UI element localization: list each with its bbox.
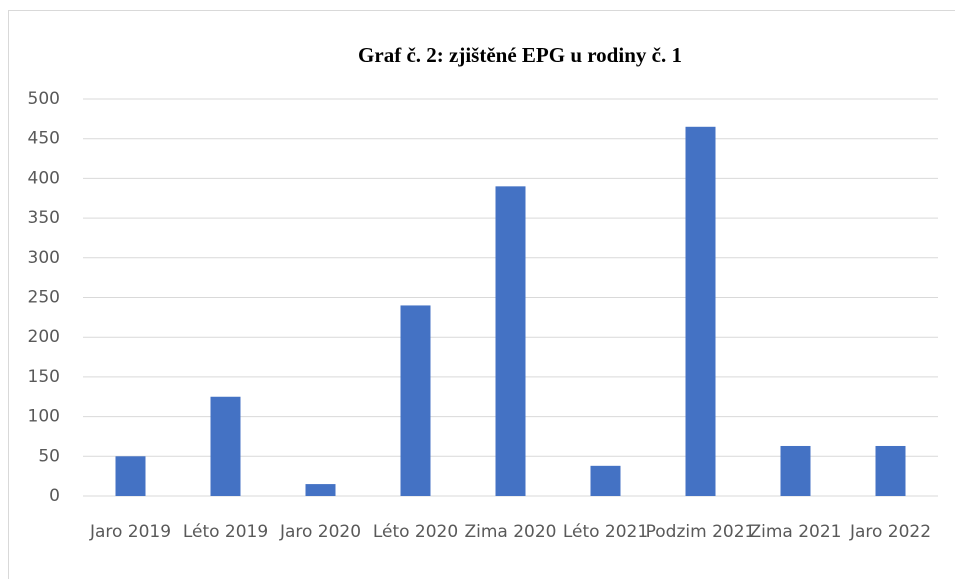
- bar: [590, 465, 621, 496]
- x-tick-label: Zima 2020: [464, 522, 556, 542]
- y-tick-label: 400: [28, 168, 60, 188]
- bar: [305, 484, 336, 496]
- y-tick-label: 150: [28, 367, 60, 387]
- chart-title: Graf č. 2: zjištěné EPG u rodiny č. 1: [358, 43, 682, 67]
- x-tick-label: Podzim 2021: [646, 522, 756, 542]
- bar: [210, 396, 241, 496]
- x-tick-label: Léto 2021: [563, 522, 648, 542]
- y-tick-label: 200: [28, 327, 60, 347]
- y-tick-label: 450: [28, 129, 60, 149]
- x-tick-label: Léto 2020: [373, 522, 458, 542]
- y-tick-label: 350: [28, 208, 60, 228]
- chart-frame: [8, 10, 955, 579]
- bar: [400, 305, 431, 496]
- x-tick-label: Léto 2019: [183, 522, 268, 542]
- bar: [115, 456, 146, 496]
- bar: [780, 445, 811, 496]
- x-tick-label: Jaro 2019: [89, 522, 171, 542]
- y-tick-label: 500: [28, 89, 60, 109]
- y-tick-label: 50: [38, 446, 60, 466]
- y-tick-label: 0: [49, 486, 60, 506]
- bar: [875, 445, 906, 496]
- bar: [495, 186, 526, 496]
- y-tick-label: 300: [28, 248, 60, 268]
- bar: [685, 126, 716, 496]
- x-tick-label: Jaro 2022: [849, 522, 931, 542]
- y-tick-label: 250: [28, 288, 60, 308]
- x-tick-label: Jaro 2020: [279, 522, 361, 542]
- y-tick-label: 100: [28, 407, 60, 427]
- x-tick-label: Zima 2021: [749, 522, 841, 542]
